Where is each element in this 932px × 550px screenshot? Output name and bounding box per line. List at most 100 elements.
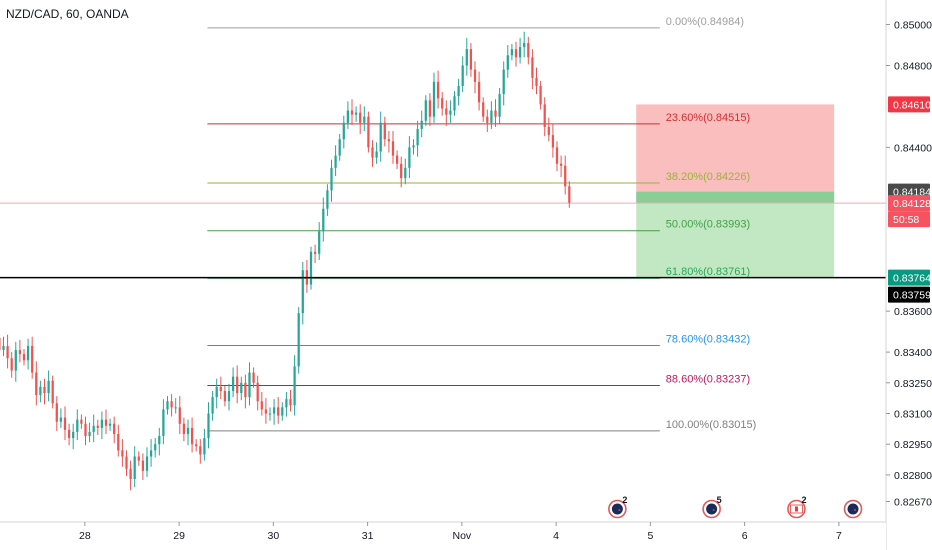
candle-body[interactable]	[564, 165, 567, 187]
candle-body[interactable]	[219, 386, 222, 391]
candle-body[interactable]	[35, 372, 38, 396]
candle-body[interactable]	[190, 427, 194, 445]
candle-body[interactable]	[43, 386, 46, 394]
candle-body[interactable]	[162, 409, 165, 437]
candle-body[interactable]	[158, 436, 161, 445]
candle-body[interactable]	[178, 407, 181, 424]
candle-body[interactable]	[383, 122, 386, 140]
candle-body[interactable]	[523, 42, 526, 48]
candle-body[interactable]	[121, 450, 124, 457]
candle-body[interactable]	[215, 386, 218, 398]
candle-body[interactable]	[252, 372, 255, 383]
candle-body[interactable]	[182, 423, 186, 434]
candle-body[interactable]	[346, 110, 350, 123]
candle-body[interactable]	[108, 423, 112, 426]
candle-body[interactable]	[59, 417, 63, 422]
candle-body[interactable]	[154, 444, 157, 451]
candle-body[interactable]	[141, 460, 145, 471]
candle-body[interactable]	[289, 399, 292, 406]
candle-body[interactable]	[387, 139, 391, 142]
candle-body[interactable]	[510, 49, 514, 56]
candle-body[interactable]	[465, 49, 468, 66]
candle-body[interactable]	[555, 147, 559, 164]
candle-body[interactable]	[482, 102, 485, 117]
candle-body[interactable]	[244, 382, 247, 398]
candle-body[interactable]	[342, 122, 345, 140]
candle-body[interactable]	[10, 358, 13, 371]
candle-body[interactable]	[309, 251, 313, 285]
candle-body[interactable]	[223, 390, 227, 402]
candle-body[interactable]	[318, 231, 321, 254]
candle-body[interactable]	[498, 94, 501, 117]
candle-body[interactable]	[547, 126, 550, 136]
candle-body[interactable]	[170, 401, 173, 408]
candle-body[interactable]	[149, 450, 153, 457]
candle-body[interactable]	[322, 208, 325, 232]
candle-body[interactable]	[354, 112, 358, 115]
candle-body[interactable]	[227, 390, 231, 402]
candle-body[interactable]	[428, 100, 432, 117]
short-position-stop-zone[interactable]	[636, 104, 835, 192]
candle-body[interactable]	[535, 77, 538, 86]
candle-body[interactable]	[445, 108, 448, 115]
candle-body[interactable]	[281, 407, 284, 416]
candle-body[interactable]	[301, 270, 304, 314]
candle-body[interactable]	[145, 456, 149, 471]
candle-body[interactable]	[260, 401, 263, 410]
candle-body[interactable]	[514, 49, 518, 58]
candle-body[interactable]	[186, 427, 190, 434]
candle-body[interactable]	[277, 407, 280, 416]
candle-body[interactable]	[133, 456, 136, 480]
candle-body[interactable]	[490, 110, 493, 123]
candle-body[interactable]	[113, 423, 116, 434]
candle-body[interactable]	[359, 112, 362, 123]
candle-body[interactable]	[248, 372, 251, 398]
candle-body[interactable]	[92, 425, 95, 432]
candle-body[interactable]	[285, 399, 288, 408]
candle-body[interactable]	[441, 98, 444, 109]
candle-body[interactable]	[117, 433, 120, 451]
candle-body[interactable]	[174, 407, 177, 409]
candle-body[interactable]	[404, 167, 407, 179]
candle-body[interactable]	[391, 141, 395, 156]
candle-body[interactable]	[293, 366, 296, 406]
candle-body[interactable]	[350, 110, 354, 115]
candle-body[interactable]	[84, 423, 87, 437]
candle-body[interactable]	[338, 139, 341, 156]
candle-body[interactable]	[457, 85, 460, 97]
candle-body[interactable]	[211, 397, 214, 414]
candle-body[interactable]	[568, 186, 571, 203]
candle-body[interactable]	[473, 69, 477, 82]
candle-body[interactable]	[31, 345, 34, 373]
time-axis[interactable]	[0, 522, 886, 550]
candle-body[interactable]	[400, 163, 403, 179]
candle-body[interactable]	[100, 419, 104, 428]
candle-body[interactable]	[334, 155, 337, 168]
candle-body[interactable]	[80, 419, 83, 424]
candle-body[interactable]	[371, 147, 374, 158]
candle-body[interactable]	[326, 190, 329, 209]
candle-body[interactable]	[367, 116, 370, 148]
candle-body[interactable]	[26, 345, 30, 361]
candle-body[interactable]	[531, 57, 534, 78]
candle-body[interactable]	[125, 456, 128, 469]
candle-body[interactable]	[195, 444, 198, 447]
candle-body[interactable]	[22, 354, 26, 361]
candle-body[interactable]	[51, 380, 54, 404]
candle-body[interactable]	[432, 81, 436, 117]
candle-body[interactable]	[63, 417, 67, 430]
candle-body[interactable]	[461, 65, 464, 86]
candle-body[interactable]	[518, 47, 522, 58]
candle-body[interactable]	[96, 425, 99, 428]
candle-body[interactable]	[486, 116, 489, 123]
candle-body[interactable]	[506, 55, 509, 70]
candle-body[interactable]	[14, 350, 17, 371]
candle-body[interactable]	[88, 431, 91, 437]
candle-body[interactable]	[6, 345, 9, 359]
candle-body[interactable]	[408, 147, 411, 168]
candle-body[interactable]	[231, 376, 235, 391]
candle-body[interactable]	[527, 42, 530, 58]
candle-body[interactable]	[379, 122, 382, 152]
candle-body[interactable]	[313, 251, 317, 254]
